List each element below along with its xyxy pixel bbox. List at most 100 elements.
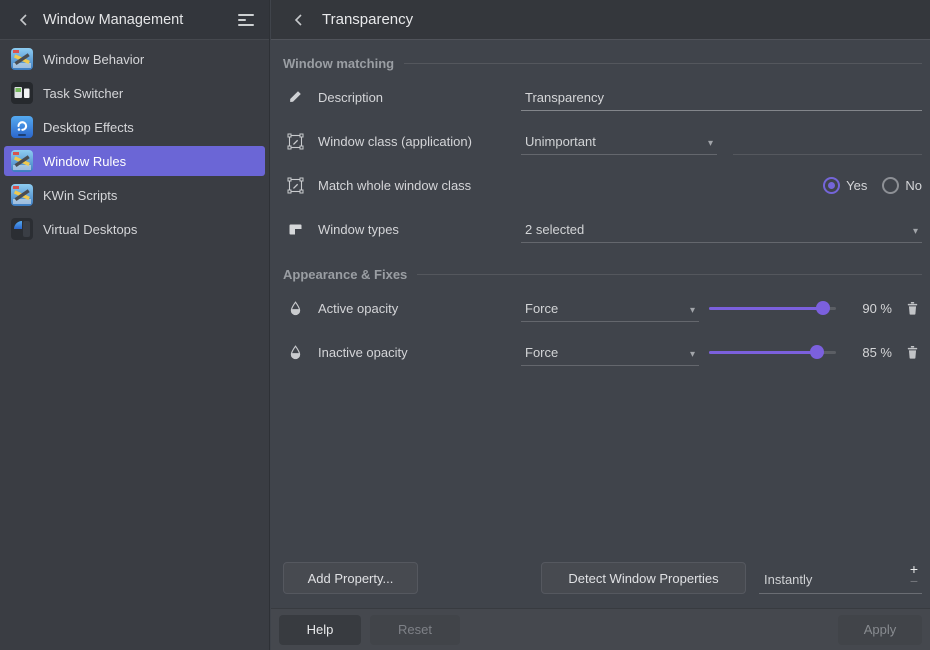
sidebar-item-label: Task Switcher <box>43 85 124 101</box>
window-rules-icon <box>11 150 33 172</box>
add-property-label: Add Property... <box>307 570 394 586</box>
overflow-menu-icon[interactable] <box>235 9 257 31</box>
radio-yes[interactable]: Yes <box>823 176 868 194</box>
row-inactive-opacity: Inactive opacity Force ▾ 85 % <box>283 330 922 374</box>
description-value: Transparency <box>525 89 604 105</box>
row-active-opacity: Active opacity Force ▾ 90 % <box>283 286 922 330</box>
kwin-scripts-icon <box>11 184 33 206</box>
content-spacer <box>283 374 922 562</box>
section-divider <box>404 62 922 64</box>
detect-window-properties-button[interactable]: Detect Window Properties <box>541 562 746 594</box>
spin-buttons: + − <box>909 561 918 589</box>
description-input[interactable]: Transparency <box>521 84 922 111</box>
back-button[interactable] <box>287 9 309 31</box>
spin-increment-button[interactable]: + <box>909 561 918 577</box>
rule-form: Window matching Description Transparency <box>271 40 930 608</box>
add-property-button[interactable]: Add Property... <box>283 562 418 594</box>
inactive-opacity-value: 85 % <box>862 344 892 360</box>
sidebar-title: Window Management <box>43 11 184 28</box>
page-title: Transparency <box>322 11 414 28</box>
active-opacity-mode-dropdown[interactable]: Force ▾ <box>521 295 699 322</box>
sidebar-item-label: Window Behavior <box>43 51 145 67</box>
inactive-opacity-mode-dropdown[interactable]: Force ▾ <box>521 339 699 366</box>
chevron-down-icon: ▾ <box>689 348 695 360</box>
reset-label: Reset <box>398 622 432 637</box>
dialog-footer: Help Reset Apply <box>271 608 930 650</box>
sidebar-list: Window Behavior Task Switcher Desktop Ef… <box>0 40 269 252</box>
window-types-dropdown[interactable]: 2 selected ▾ <box>521 216 922 243</box>
help-label: Help <box>306 622 334 637</box>
window-class-input[interactable] <box>733 128 922 155</box>
detect-label: Detect Window Properties <box>568 570 719 586</box>
slider-fill <box>709 307 824 310</box>
sidebar-item-label: Desktop Effects <box>43 119 134 135</box>
action-row: Add Property... Detect Window Properties… <box>283 562 922 594</box>
desktop-effects-icon <box>11 116 33 138</box>
row-window-class: Window class (application) Unimportant ▾ <box>283 119 922 163</box>
help-button[interactable]: Help <box>279 614 361 645</box>
window-class-mode-dropdown[interactable]: Unimportant ▾ <box>521 128 717 155</box>
dropdown-value: Unimportant <box>525 133 596 149</box>
dropdown-value: Force <box>525 344 559 360</box>
field-label: Description <box>318 89 384 105</box>
trash-icon[interactable] <box>905 300 920 316</box>
chevron-down-icon: ▾ <box>707 137 713 149</box>
sidebar-header: Window Management <box>0 0 269 40</box>
back-button[interactable] <box>12 9 34 31</box>
row-match-whole-class: Match whole window class Yes No <box>283 163 922 207</box>
radio-no-icon <box>882 176 900 194</box>
sidebar-item-task-switcher[interactable]: Task Switcher <box>4 78 265 108</box>
frame-edit-icon <box>285 133 305 150</box>
section-title: Window matching <box>283 55 395 71</box>
sidebar-item-desktop-effects[interactable]: Desktop Effects <box>4 112 265 142</box>
sidebar-item-label: Virtual Desktops <box>43 221 138 237</box>
sidebar-item-window-behavior[interactable]: Window Behavior <box>4 44 265 74</box>
dropdown-value: 2 selected <box>525 221 585 237</box>
dropdown-value: Force <box>525 300 559 316</box>
sidebar-item-label: Window Rules <box>43 153 127 169</box>
window-behavior-icon <box>11 48 33 70</box>
content-header: Transparency <box>271 0 930 40</box>
window-types-icon <box>285 222 305 237</box>
sidebar-item-label: KWin Scripts <box>43 187 118 203</box>
chevron-down-icon: ▾ <box>689 304 695 316</box>
detection-delay-value: Instantly <box>764 572 813 587</box>
pencil-icon <box>285 89 305 105</box>
slider-fill <box>709 351 817 354</box>
radio-yes-label: Yes <box>846 177 868 193</box>
spin-decrement-button[interactable]: − <box>909 573 918 589</box>
section-divider <box>417 273 922 275</box>
trash-icon[interactable] <box>905 344 920 360</box>
droplet-icon <box>285 300 305 316</box>
chevron-down-icon: ▾ <box>912 225 918 237</box>
field-label: Window class (application) <box>318 133 472 149</box>
task-switcher-icon <box>11 82 33 104</box>
row-window-types: Window types 2 selected ▾ <box>283 207 922 251</box>
radio-yes-icon <box>823 176 841 194</box>
inactive-opacity-slider[interactable] <box>709 342 836 362</box>
slider-handle[interactable] <box>816 301 831 315</box>
virtual-desktops-icon <box>11 218 33 240</box>
reset-button[interactable]: Reset <box>370 614 460 645</box>
field-label: Active opacity <box>318 300 399 316</box>
frame-edit-icon <box>285 177 305 194</box>
apply-button[interactable]: Apply <box>838 614 922 645</box>
droplet-icon <box>285 344 305 360</box>
match-whole-radio-group: Yes No <box>823 176 922 194</box>
row-description: Description Transparency <box>283 75 922 119</box>
radio-no-label: No <box>905 177 922 193</box>
field-label: Window types <box>318 221 399 237</box>
active-opacity-value: 90 % <box>862 300 892 316</box>
field-label: Match whole window class <box>318 177 472 193</box>
detection-delay-spinbox[interactable]: Instantly + − <box>759 562 922 594</box>
sidebar: Window Management Window Behavior Task S… <box>0 0 270 650</box>
section-title: Appearance & Fixes <box>283 266 408 282</box>
slider-handle[interactable] <box>809 345 824 359</box>
sidebar-item-kwin-scripts[interactable]: KWin Scripts <box>4 180 265 210</box>
active-opacity-slider[interactable] <box>709 298 836 318</box>
sidebar-item-virtual-desktops[interactable]: Virtual Desktops <box>4 214 265 244</box>
radio-no[interactable]: No <box>882 176 922 194</box>
sidebar-item-window-rules[interactable]: Window Rules <box>4 146 265 176</box>
section-appearance-fixes: Appearance & Fixes <box>283 264 922 284</box>
